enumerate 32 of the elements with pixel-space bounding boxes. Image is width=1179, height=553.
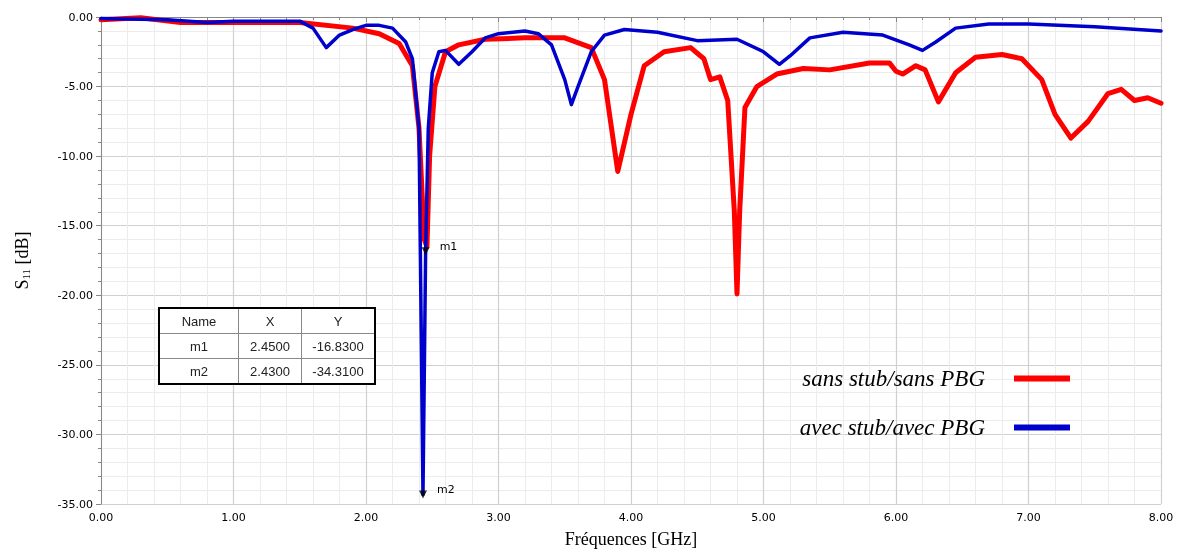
x-tick-label: 2.00 (353, 511, 379, 524)
x-tick-label: 7.00 (1016, 511, 1041, 524)
annotation: X (238, 308, 302, 334)
annotation: m1 (159, 333, 239, 359)
y-tick-label: -5.00 (64, 80, 93, 94)
annotation: m2 (436, 482, 455, 496)
legend-label: sans stub/sans PBG (802, 366, 986, 391)
y-tick-label: -10.00 (57, 149, 93, 163)
y-tick-label: -20.00 (57, 288, 93, 302)
x-tick-label: 4.00 (618, 511, 644, 524)
annotation: m2 (159, 358, 239, 384)
y-tick-label: -35.00 (57, 497, 93, 511)
annotation: 2.4300 (238, 358, 302, 384)
x-tick-label: 3.00 (486, 511, 511, 524)
annotation: -16.8300 (301, 333, 375, 359)
annotation: m1 (439, 239, 458, 253)
y-tick-label: -25.00 (57, 358, 93, 372)
x-tick-label: 8.00 (1148, 511, 1174, 524)
annotation: Name (159, 308, 239, 334)
annotation: Y (301, 308, 375, 334)
y-axis-title: S11 [dB] (11, 231, 32, 290)
x-tick-label: 5.00 (751, 511, 776, 524)
annotation: 2.4500 (238, 333, 302, 359)
y-tick-label: -30.00 (57, 427, 93, 441)
y-tick-label: 0.00 (68, 10, 93, 24)
legend-label: avec stub/avec PBG (799, 415, 986, 440)
x-tick-label: 1.00 (221, 511, 246, 524)
annotation: -34.3100 (301, 358, 375, 384)
y-tick-label: -15.00 (57, 219, 93, 233)
x-axis-title: Fréquences [GHz] (564, 529, 698, 549)
x-tick-label: 6.00 (883, 511, 909, 524)
x-tick-label: 0.00 (88, 511, 114, 524)
